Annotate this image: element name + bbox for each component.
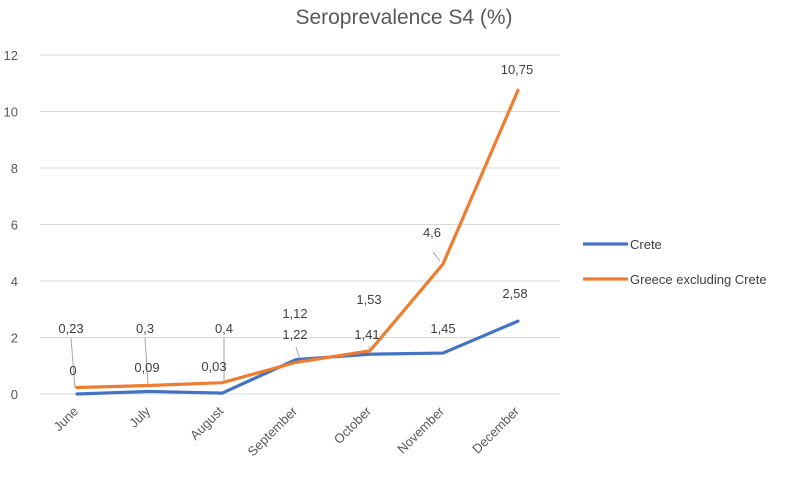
y-tick-label-5: 10 (4, 105, 18, 120)
y-tick-label-4: 8 (11, 161, 18, 176)
legend-label-greece-excluding-crete: Greece excluding Crete (630, 272, 767, 287)
leader-line-5 (432, 251, 441, 262)
data-label-crete-november: 1,45 (430, 321, 455, 336)
series-line-greece-excluding-crete (75, 88, 520, 390)
data-label-greece-december: 10,75 (501, 62, 534, 77)
series-line-crete (75, 319, 520, 396)
data-label-greece-november: 4,6 (423, 225, 441, 240)
data-label-greece-october: 1,53 (356, 292, 381, 307)
data-label-crete-june: 0 (69, 363, 76, 378)
legend: Crete Greece excluding Crete (583, 237, 767, 287)
data-label-crete-july: 0,09 (134, 360, 159, 375)
y-tick-label-6: 12 (4, 48, 18, 63)
data-label-greece-august: 0,4 (215, 321, 233, 336)
y-axis-ticks: 0 2 4 6 8 10 12 (4, 48, 18, 402)
data-label-crete-august: 0,03 (201, 359, 226, 374)
chart-title: Seroprevalence S4 (%) (295, 6, 512, 29)
y-tick-label-0: 0 (11, 387, 18, 402)
y-tick-label-1: 2 (11, 331, 18, 346)
data-label-crete-december: 2,58 (502, 286, 527, 301)
series-lines (75, 88, 520, 396)
data-label-greece-september: 1,12 (282, 306, 307, 321)
leader-line-1 (144, 337, 149, 386)
x-axis-ticks: June July August September October November De… (51, 403, 523, 459)
leader-line-0 (70, 337, 76, 389)
y-tick-label-3: 6 (11, 218, 18, 233)
x-tick-label-august: August (187, 403, 226, 442)
x-tick-label-october: October (331, 403, 375, 447)
x-tick-label-november: November (394, 403, 447, 456)
legend-label-crete: Crete (630, 237, 662, 252)
data-labels: 0 0,09 0,03 1,22 1,41 1,45 2,58 0,23 0,3 0,4 1,12 1… (58, 62, 533, 378)
label-leader-lines (70, 251, 441, 389)
x-tick-label-december: December (469, 403, 522, 456)
data-label-greece-june: 0,23 (58, 321, 83, 336)
data-label-greece-july: 0,3 (136, 321, 154, 336)
x-tick-label-july: July (126, 403, 153, 430)
x-tick-label-june: June (51, 404, 82, 435)
x-tick-label-september: September (245, 403, 301, 459)
gridlines (40, 54, 560, 395)
y-tick-label-2: 4 (11, 274, 18, 289)
data-label-crete-september: 1,22 (282, 327, 307, 342)
data-label-crete-october: 1,41 (354, 327, 379, 342)
